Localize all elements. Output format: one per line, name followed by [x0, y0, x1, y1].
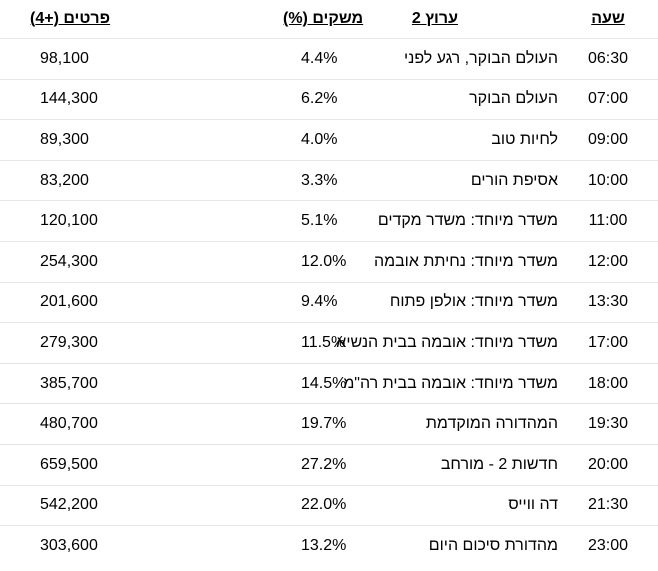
cell-time: 09:00 [558, 119, 658, 161]
table-row: 10:00 אסיפת הורים 3.3% 83,200 [0, 160, 658, 202]
cell-share: 13.2% [301, 536, 347, 554]
cell-share: 14.5% [123, 363, 388, 405]
cell-viewers: 659,500 [0, 444, 123, 486]
table-row: 12:00 משדר מיוחד: נחיתת אובמה 12.0% 254,… [0, 241, 658, 283]
cell-viewers: 89,300 [0, 119, 123, 161]
cell-show: משדר מיוחד: משדר מקדים [378, 200, 558, 242]
cell-time: 21:30 [558, 485, 658, 527]
cell-share: 5.1% [123, 200, 388, 242]
table-row: 07:00 העולם הבוקר 6.2% 144,300 [0, 79, 658, 121]
cell-show: משדר מיוחד: אולפן פתוח [388, 282, 558, 324]
cell-share: 3.3% [123, 160, 388, 202]
cell-viewers: 83,200 [0, 160, 123, 202]
header-viewers: פרטים (+4) [0, 0, 123, 39]
cell-share: 27.2% [123, 444, 388, 486]
header-time: שעה [558, 0, 658, 39]
table-row: 21:30 דה ווייס 22.0% 542,200 [0, 485, 658, 527]
cell-time: 17:00 [558, 322, 658, 364]
table-row: 11:00 משדר מיוחד: משדר מקדים 5.1% 120,10… [0, 200, 658, 242]
table-header: שעה ערוץ 2 משקים (%) פרטים (+4) [0, 0, 658, 39]
table-row: 20:00 חדשות 2 - מורחב 27.2% 659,500 [0, 444, 658, 486]
cell-time: 12:00 [558, 241, 658, 283]
cell-time: 06:30 [558, 38, 658, 80]
cell-show: המהדורה המוקדמת [388, 403, 558, 445]
cell-viewers: 144,300 [0, 79, 123, 121]
cell-viewers: 303,600 [40, 536, 98, 554]
cell-share: 22.0% [123, 485, 388, 527]
cell-share: 11.5% [123, 322, 388, 364]
cell-show: לחיות טוב [388, 119, 558, 161]
cell-viewers: 542,200 [0, 485, 123, 527]
cell-time: 11:00 [558, 200, 658, 242]
cell-time: 13:30 [558, 282, 658, 324]
cell-share: 4.4% [123, 38, 388, 80]
cell-viewers: 385,700 [0, 363, 123, 405]
cell-show: העולם הבוקר [388, 79, 558, 121]
cell-time: 23:00 [587, 536, 629, 554]
table-row: 09:00 לחיות טוב 4.0% 89,300 [0, 119, 658, 161]
table-row: 19:30 המהדורה המוקדמת 19.7% 480,700 [0, 403, 658, 445]
cell-show: העולם הבוקר, רגע לפני [388, 38, 558, 80]
cell-viewers: 201,600 [0, 282, 123, 324]
table-body: 06:30 העולם הבוקר, רגע לפני 4.4% 98,100 … [0, 38, 658, 566]
cell-show: דה ווייס [388, 485, 558, 527]
table-row: 13:30 משדר מיוחד: אולפן פתוח 9.4% 201,60… [0, 282, 658, 324]
cell-time: 20:00 [558, 444, 658, 486]
cell-time: 19:30 [558, 403, 658, 445]
cell-show: מהדורת סיכום היום [428, 536, 558, 554]
cell-viewers: 98,100 [0, 38, 123, 80]
cell-viewers: 480,700 [0, 403, 123, 445]
cell-time: 18:00 [558, 363, 658, 405]
table-row: 23:00 מהדורת סיכום היום 13.2% 303,600 [0, 526, 658, 566]
header-row: שעה ערוץ 2 משקים (%) פרטים (+4) [0, 0, 658, 39]
table-row: 06:30 העולם הבוקר, רגע לפני 4.4% 98,100 [0, 38, 658, 80]
cell-share: 12.0% [123, 241, 388, 283]
cell-time: 10:00 [558, 160, 658, 202]
cell-share: 19.7% [123, 403, 388, 445]
cell-time: 07:00 [558, 79, 658, 121]
cell-viewers: 279,300 [0, 322, 123, 364]
table-row: 18:00 משדר מיוחד: אובמה בבית רה"מ 14.5% … [0, 363, 658, 405]
header-share: משקים (%) [123, 0, 388, 39]
cell-show: אסיפת הורים [388, 160, 558, 202]
table-row: 17:00 משדר מיוחד: אובמה בבית הנשיא 11.5%… [0, 322, 658, 364]
cell-share: 6.2% [123, 79, 388, 121]
cell-show: משדר מיוחד: אובמה בבית הנשיא [336, 322, 558, 364]
cell-viewers: 120,100 [0, 200, 123, 242]
cell-share: 4.0% [123, 119, 388, 161]
header-show: ערוץ 2 [388, 0, 558, 39]
cell-viewers: 254,300 [0, 241, 123, 283]
cell-show: משדר מיוחד: אובמה בבית רה"מ [343, 363, 558, 405]
cell-show: משדר מיוחד: נחיתת אובמה [374, 241, 558, 283]
cell-share: 9.4% [123, 282, 388, 324]
cell-show: חדשות 2 - מורחב [388, 444, 558, 486]
